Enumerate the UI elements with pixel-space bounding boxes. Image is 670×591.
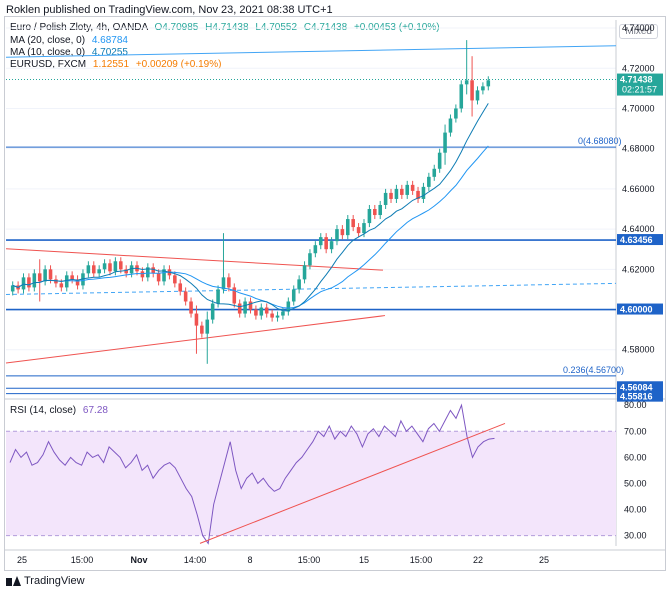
tradingview-logo[interactable]: TradingView xyxy=(6,575,85,587)
tradingview-icon xyxy=(6,576,21,586)
ma20-name: MA (20, close, 0) xyxy=(10,35,86,46)
ma10-value: 4.70255 xyxy=(91,47,128,58)
high-value: H4.71438 xyxy=(205,22,249,33)
close-value: C4.71438 xyxy=(303,22,348,33)
symbol-legend: Euro / Polish Zloty, 4h, OANDA O4.70985 … xyxy=(10,22,440,33)
publisher-line: Roklen published on TradingView.com, Nov… xyxy=(6,4,333,16)
chart-frame xyxy=(4,16,666,571)
open-value: O4.70985 xyxy=(154,22,199,33)
eurusd-change: +0.00209 (+0.19%) xyxy=(135,59,222,70)
low-value: L4.70552 xyxy=(255,22,298,33)
rsi-name: RSI (14, close) xyxy=(10,405,77,416)
scale-mode-button[interactable]: Mixed xyxy=(619,24,658,39)
eurusd-value: 1.12551 xyxy=(92,59,130,70)
ma10-legend: MA (10, close, 0) 4.70255 xyxy=(10,47,128,58)
eurusd-legend: EURUSD, FXCM 1.12551 +0.00209 (+0.19%) xyxy=(10,59,221,70)
ma10-name: MA (10, close, 0) xyxy=(10,47,86,58)
ma20-legend: MA (20, close, 0) 4.68784 xyxy=(10,35,128,46)
change-value: +0.00453 (+0.10%) xyxy=(353,22,440,33)
eurusd-name: EURUSD, FXCM xyxy=(10,59,87,70)
tradingview-brand: TradingView xyxy=(24,575,85,587)
symbol-name: Euro / Polish Zloty, 4h, OANDA xyxy=(10,22,148,33)
ma20-value: 4.68784 xyxy=(91,35,128,46)
rsi-legend: RSI (14, close) 67.28 xyxy=(10,405,108,416)
rsi-value: 67.28 xyxy=(82,405,108,416)
